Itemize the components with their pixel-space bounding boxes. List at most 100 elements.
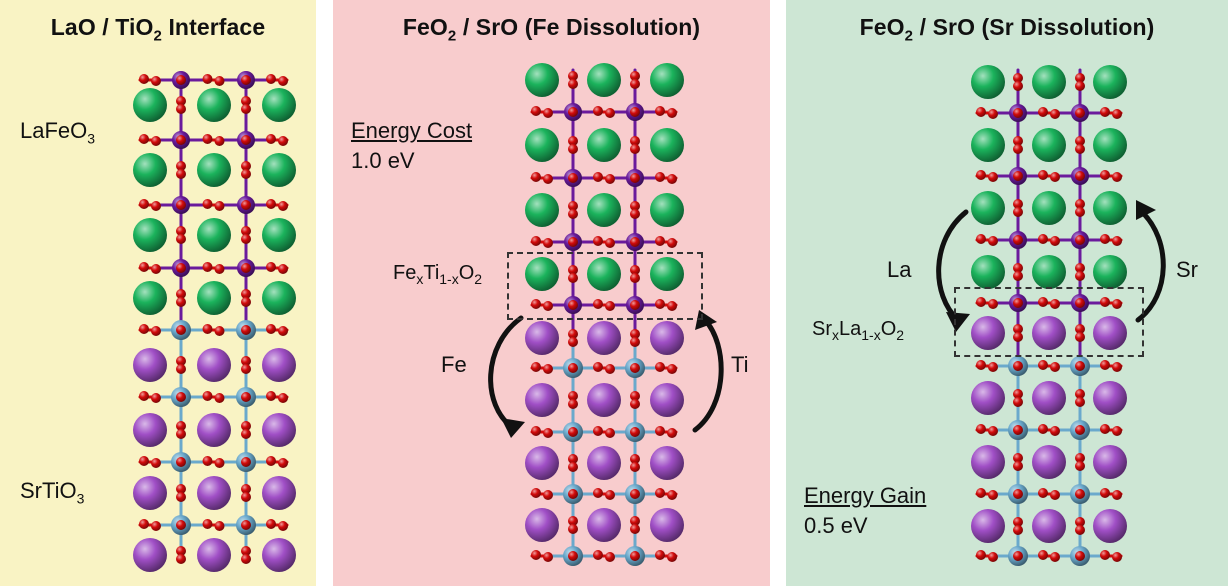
la-atom: [525, 257, 559, 291]
o-atom: [1013, 298, 1023, 308]
o-atom: [214, 393, 225, 403]
la-atom: [262, 153, 296, 187]
o-atom: [241, 234, 251, 244]
sr-atom: [1032, 445, 1066, 479]
o-atom: [976, 488, 986, 498]
o-atom: [241, 135, 251, 145]
o-atom: [176, 104, 186, 114]
o-atom: [1075, 73, 1085, 83]
o-atom: [1100, 360, 1110, 370]
la-arrow-head: [946, 312, 970, 332]
la-atom: [971, 255, 1005, 289]
o-atom: [976, 297, 986, 307]
o-atom: [214, 458, 225, 468]
sr-atom: [525, 383, 559, 417]
o-atom: [630, 201, 640, 211]
o-atom: [630, 173, 640, 183]
la-atom: [1032, 128, 1066, 162]
o-atom: [241, 289, 251, 299]
o-atom: [1075, 453, 1085, 463]
o-atom: [1013, 263, 1023, 273]
o-atom: [667, 174, 677, 184]
o-atom: [1100, 107, 1110, 117]
o-atom: [1013, 461, 1023, 471]
o-atom: [278, 458, 288, 468]
o-atom: [1112, 299, 1122, 309]
o-atom: [1100, 234, 1110, 244]
la-atom: [1093, 191, 1127, 225]
sr-atom: [197, 348, 231, 382]
o-atom: [1075, 271, 1085, 281]
la-atom: [1093, 65, 1127, 99]
o-atom: [214, 201, 225, 211]
o-atom: [667, 108, 677, 118]
o-atom: [1075, 425, 1085, 435]
o-atom: [176, 484, 186, 494]
o-atom: [667, 552, 677, 562]
o-atom: [568, 144, 578, 154]
o-atom: [1038, 170, 1048, 180]
o-atom: [630, 144, 640, 154]
o-atom: [593, 236, 603, 246]
sr-arrow-head: [1136, 200, 1156, 220]
o-atom: [531, 172, 541, 182]
o-atom: [1038, 297, 1048, 307]
la-atom: [133, 218, 167, 252]
o-atom: [1075, 489, 1085, 499]
o-atom: [202, 74, 213, 84]
o-atom: [1100, 550, 1110, 560]
o-atom: [988, 552, 998, 562]
o-atom: [1075, 332, 1085, 342]
o-atom: [593, 550, 603, 560]
o-atom: [1050, 552, 1060, 562]
panel-sr-dissolution: FeO2 / SrO (Sr Dissolution) SrxLa1-xO2 L…: [786, 0, 1228, 586]
o-atom: [176, 289, 186, 299]
o-atom: [605, 552, 615, 562]
o-atom: [543, 301, 553, 311]
o-atom: [630, 329, 640, 339]
la-atom: [971, 191, 1005, 225]
o-atom: [214, 136, 225, 146]
o-atom: [543, 364, 553, 374]
o-atom: [531, 426, 541, 436]
o-atom: [278, 136, 288, 146]
o-atom: [630, 79, 640, 89]
la-atom: [1032, 65, 1066, 99]
o-atom: [176, 135, 186, 145]
panel-title: LaO / TiO2 Interface: [50, 14, 266, 45]
o-atom: [278, 326, 288, 336]
o-atom: [176, 226, 186, 236]
o-atom: [241, 161, 251, 171]
o-atom: [151, 201, 161, 211]
o-atom: [655, 362, 665, 372]
o-atom: [266, 199, 276, 209]
o-atom: [1075, 81, 1085, 91]
o-atom: [630, 300, 640, 310]
o-atom: [1100, 297, 1110, 307]
o-atom: [1038, 488, 1048, 498]
o-atom: [1050, 426, 1060, 436]
o-atom: [655, 299, 665, 309]
la-arrow-label: La: [887, 257, 912, 282]
o-atom: [151, 393, 161, 403]
o-atom: [176, 492, 186, 502]
o-atom: [568, 454, 578, 464]
o-atom: [266, 74, 276, 84]
o-atom: [202, 199, 213, 209]
o-atom: [1075, 517, 1085, 527]
sr-atom: [133, 348, 167, 382]
o-atom: [1075, 171, 1085, 181]
o-atom: [1112, 362, 1122, 372]
o-atom: [568, 136, 578, 146]
o-atom: [241, 520, 251, 530]
o-atom: [605, 428, 615, 438]
o-atom: [1100, 488, 1110, 498]
o-atom: [241, 546, 251, 556]
o-atom: [151, 264, 161, 274]
o-atom: [630, 337, 640, 347]
la-atom: [650, 193, 684, 227]
o-atom: [1112, 236, 1122, 246]
la-atom: [587, 193, 621, 227]
o-atom: [1075, 461, 1085, 471]
o-atom: [241, 96, 251, 106]
